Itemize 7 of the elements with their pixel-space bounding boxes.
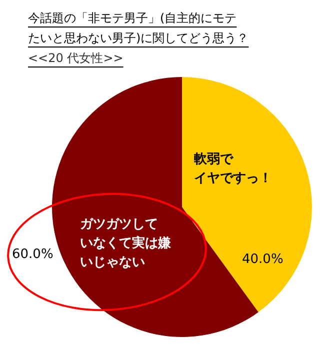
slice-label: ガツガツしていなくて実は嫌いじゃない [80, 217, 172, 270]
data-label: 60.0% [12, 247, 54, 262]
pie-slice [182, 77, 312, 312]
chart-subtitle: <<20 代女性>> [28, 51, 124, 65]
slice-label: 軟弱でイヤですっ！ [193, 152, 272, 186]
chart-title: 今話題の「非モテ男子」(自主的にモテたいと思わない男子)に関してどう思う？ [28, 11, 249, 45]
data-label: 40.0% [242, 252, 284, 267]
